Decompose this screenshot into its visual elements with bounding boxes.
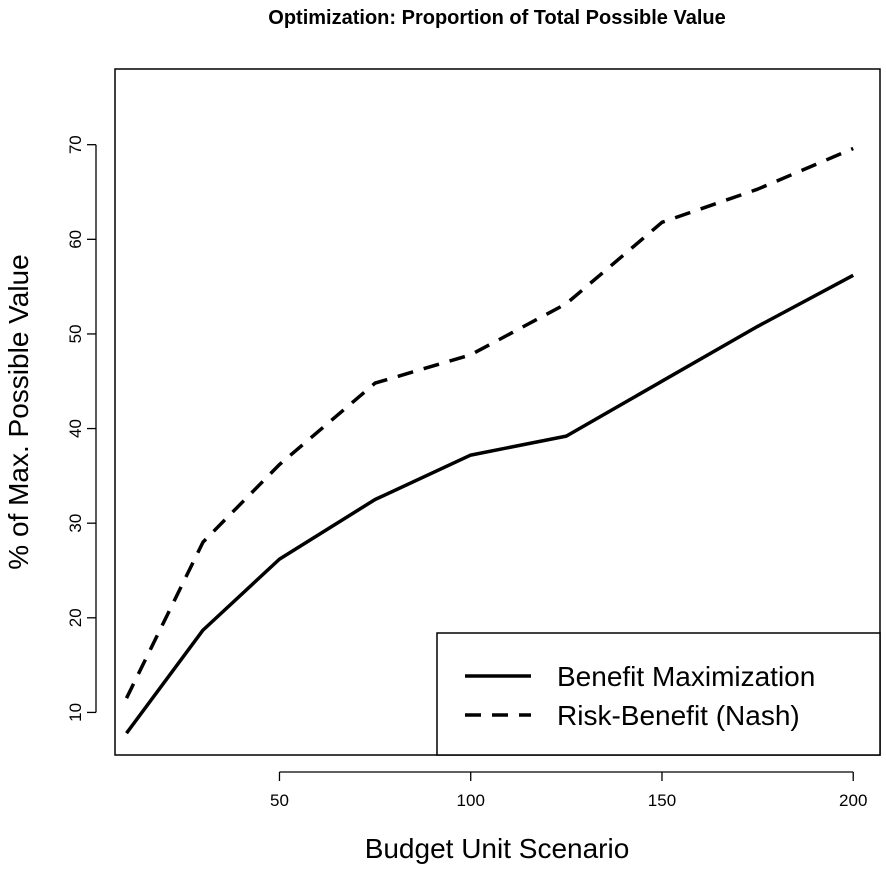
x-axis-label: Budget Unit Scenario (365, 833, 630, 864)
x-tick-label: 200 (839, 791, 867, 810)
legend-box (436, 632, 881, 756)
y-axis: 10 20 30 40 50 60 70 (66, 135, 97, 722)
x-tick-label: 150 (648, 791, 676, 810)
series-line-risk-benefit-nash (124, 146, 854, 699)
x-tick-label: 50 (270, 791, 289, 810)
y-tick-label: 50 (66, 324, 85, 343)
y-tick-label: 20 (66, 608, 85, 627)
x-axis: 50 100 150 200 (270, 771, 867, 810)
y-tick-label: 10 (66, 703, 85, 722)
series-layer (124, 146, 855, 735)
series-line-benefit-maximization (125, 273, 855, 735)
legend-label-benefit-maximization: Benefit Maximization (557, 661, 815, 692)
y-tick-label: 40 (66, 419, 85, 438)
legend: Benefit Maximization Risk-Benefit (Nash) (436, 632, 881, 756)
chart-title: Optimization: Proportion of Total Possib… (268, 7, 725, 29)
legend-label-risk-benefit-nash: Risk-Benefit (Nash) (557, 700, 800, 731)
x-tick-label: 100 (457, 791, 485, 810)
y-axis-label: % of Max. Possible Value (3, 254, 34, 569)
y-tick-label: 60 (66, 230, 85, 249)
y-tick-label: 30 (66, 514, 85, 533)
y-tick-label: 70 (66, 135, 85, 154)
